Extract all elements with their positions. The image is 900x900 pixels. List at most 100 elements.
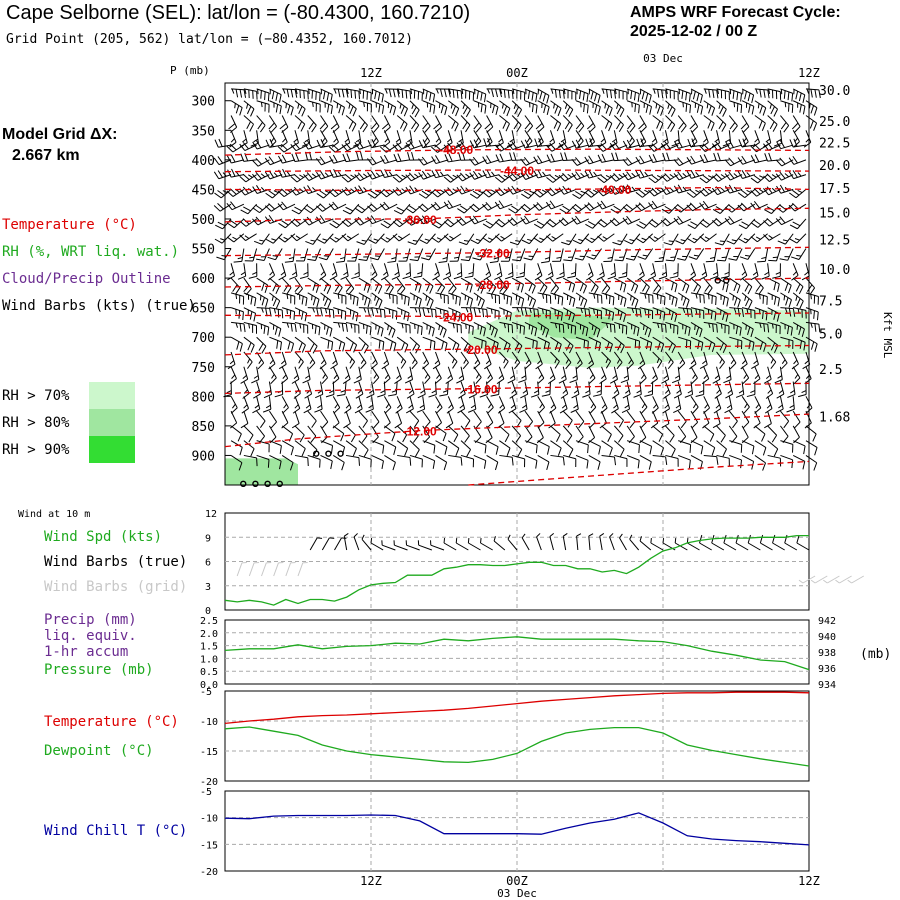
true-wind-barb <box>759 534 773 551</box>
wind-barb <box>354 396 363 414</box>
wind-barb <box>612 233 628 246</box>
wind-barb <box>486 440 499 455</box>
wind-barb <box>383 410 391 429</box>
wind-barb <box>652 454 668 466</box>
wind-barb <box>788 155 807 165</box>
wind-barb <box>572 233 590 245</box>
wind-barb <box>536 130 544 148</box>
precip-tick: 2.5 <box>200 616 218 627</box>
windchill-panel-frame <box>224 790 810 872</box>
cycle-label: AMPS WRF Forecast Cycle: <box>630 4 841 21</box>
wind-barb <box>508 396 517 414</box>
wind-barb <box>575 425 584 444</box>
wind-barb <box>469 203 487 213</box>
true-wind-barb <box>619 533 627 551</box>
wind-barb <box>716 425 726 443</box>
wind-barb <box>328 188 347 198</box>
wind-barb <box>330 351 338 370</box>
wind-barb <box>473 454 487 469</box>
wind-barb <box>498 351 509 369</box>
wind-barb <box>391 263 400 280</box>
wind-barb <box>371 321 384 337</box>
true-wind-barb <box>599 533 605 551</box>
precip-marker <box>337 450 344 457</box>
wind-barb <box>316 170 334 180</box>
wind-barb <box>508 203 526 214</box>
wind-barb <box>482 155 500 165</box>
wind-barb <box>243 100 255 117</box>
wind-barb <box>622 381 631 399</box>
wind-barb <box>486 455 499 471</box>
wind-barb <box>421 248 436 261</box>
wind-barb <box>563 248 577 262</box>
wind-speed-tick: 6 <box>205 558 211 569</box>
wind-barb <box>243 440 255 457</box>
wind-barb <box>611 381 620 399</box>
wind-barb <box>358 100 372 113</box>
wind-barb <box>648 233 666 242</box>
wind-barb <box>626 115 636 133</box>
rh90-swatch <box>89 436 135 463</box>
wind-barb <box>738 233 756 244</box>
wind-barb <box>432 351 441 370</box>
wind-barb <box>443 218 462 228</box>
wind-barb <box>255 248 270 261</box>
wind-barb <box>263 381 273 399</box>
wind-barb <box>767 440 779 457</box>
wind-barb <box>652 115 664 132</box>
wind-barb <box>678 454 691 469</box>
wind-barb <box>227 351 236 370</box>
wind-barb <box>793 307 807 319</box>
wind-barb <box>499 425 510 443</box>
wind-barb <box>473 410 482 429</box>
wind-barb <box>729 440 743 453</box>
true-wind-barb <box>393 540 408 551</box>
wind-barb <box>690 292 705 304</box>
wind-barb <box>780 115 790 133</box>
precip-marker <box>240 480 247 488</box>
wind-barb <box>767 425 778 443</box>
wind-barb <box>268 351 276 370</box>
wind-barb <box>368 233 385 244</box>
wind-barb <box>384 307 398 320</box>
wind-barb <box>320 292 332 309</box>
wind-barb <box>684 381 694 398</box>
wind-barb <box>277 201 296 211</box>
true-wind-barb <box>353 533 360 551</box>
wind-barb <box>291 153 308 163</box>
wind-barb <box>789 138 807 148</box>
wind-barb <box>434 130 442 148</box>
wind-barb <box>307 307 323 317</box>
wind-barb <box>307 454 321 468</box>
wind-barb <box>230 277 241 295</box>
wind-barb <box>652 351 663 369</box>
wind-barb <box>562 440 574 457</box>
wind-barb <box>597 153 615 163</box>
true-wind-barb <box>309 537 323 551</box>
wind-barb <box>613 425 624 443</box>
wind-barb <box>367 139 385 149</box>
wind-barb <box>639 307 654 319</box>
wind-barb <box>622 215 641 225</box>
true-wind-barb <box>609 533 615 551</box>
true-wind-barb <box>576 533 582 551</box>
wind-barb <box>333 292 347 305</box>
wind-barb <box>231 321 246 333</box>
wind-barb <box>315 156 334 166</box>
wind-barb <box>675 233 692 245</box>
true-wind-barb <box>747 534 761 551</box>
wind-barb <box>750 263 759 281</box>
pressure-tick-label: 850 <box>192 420 215 435</box>
wind-barb <box>546 153 564 163</box>
wind-barb <box>316 203 334 212</box>
wind-barb <box>741 88 755 104</box>
wind-barb <box>473 115 482 133</box>
wind-barb <box>546 174 564 183</box>
wind-barb <box>699 351 708 370</box>
wind-barb <box>701 366 710 385</box>
wind-barb <box>319 351 327 370</box>
true-wind-barb <box>467 538 481 551</box>
wind-barb <box>213 156 232 166</box>
wind-barb <box>445 366 454 384</box>
wind-barb <box>741 410 750 429</box>
